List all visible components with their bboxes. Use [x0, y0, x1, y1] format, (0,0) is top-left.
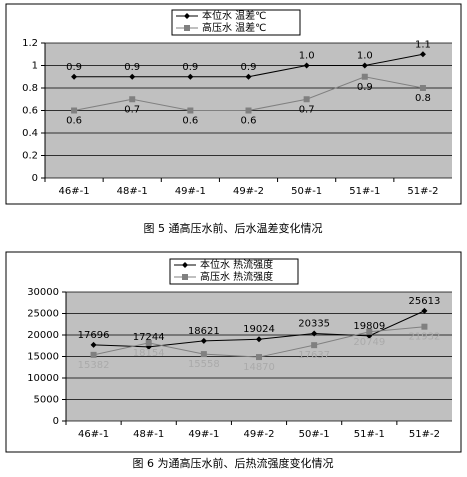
legend-marker — [184, 13, 190, 19]
data-point — [129, 96, 136, 103]
data-point — [90, 351, 97, 358]
data-point — [311, 330, 318, 337]
x-tick-label: 49#-2 — [233, 186, 264, 197]
legend-label: 本位水 温差℃ — [202, 9, 266, 22]
data-point — [311, 342, 318, 349]
x-tick-label: 48#-1 — [133, 429, 164, 440]
data-label: 18154 — [133, 348, 165, 359]
data-point — [366, 328, 373, 335]
y-tick-label: 5000 — [34, 395, 59, 406]
data-label: 0.9 — [182, 62, 198, 73]
data-label: 1.1 — [415, 39, 431, 50]
data-point — [421, 323, 428, 330]
x-tick-label: 51#-1 — [354, 429, 385, 440]
data-point — [200, 351, 207, 358]
data-point — [419, 51, 426, 58]
y-tick-label: 15000 — [27, 352, 59, 363]
data-point — [71, 107, 78, 114]
data-point — [303, 96, 310, 103]
data-point — [90, 341, 97, 348]
data-label: 0.9 — [357, 82, 373, 93]
data-point — [200, 337, 207, 344]
x-tick-label: 46#-1 — [59, 186, 90, 197]
data-label: 0.6 — [182, 116, 198, 127]
x-tick-label: 49#-1 — [175, 186, 206, 197]
data-label: 14870 — [243, 362, 275, 373]
y-tick-label: 0.6 — [22, 106, 38, 117]
data-label: 1.0 — [357, 51, 373, 62]
data-point — [245, 107, 252, 114]
data-point — [361, 62, 368, 69]
legend-label: 高压水 热流强度 — [200, 270, 273, 283]
data-label: 20335 — [298, 319, 330, 330]
data-label: 18621 — [188, 326, 220, 337]
caption: 图 5 通高压水前、后水温差变化情况 — [144, 221, 323, 235]
data-point — [256, 354, 262, 361]
data-label: 17637 — [298, 350, 330, 361]
data-label: 17696 — [78, 330, 110, 341]
caption: 图 6 为通高压水前、后热流强度变化情况 — [133, 456, 334, 470]
y-tick-label: 10000 — [27, 373, 59, 384]
legend-marker — [182, 262, 188, 268]
data-label: 0.6 — [241, 116, 257, 127]
data-label: 17244 — [133, 332, 165, 343]
data-point — [187, 73, 194, 80]
y-tick-label: 25000 — [27, 309, 59, 320]
x-tick-label: 50#-1 — [299, 429, 330, 440]
x-tick-label: 51#-1 — [349, 186, 380, 197]
x-tick-label: 49#-2 — [243, 429, 274, 440]
y-tick-label: 20000 — [27, 330, 59, 341]
data-label: 19024 — [243, 324, 275, 335]
data-label: 15558 — [188, 359, 220, 370]
data-label: 19809 — [353, 321, 385, 332]
data-label: 25613 — [409, 296, 441, 307]
x-tick-label: 51#-2 — [409, 429, 440, 440]
data-point — [187, 107, 194, 114]
x-tick-label: 46#-1 — [78, 429, 109, 440]
y-tick-label: 0.4 — [22, 128, 38, 139]
data-point — [361, 73, 368, 80]
data-label: 0.9 — [241, 62, 257, 73]
y-tick-label: 30000 — [27, 287, 59, 298]
x-tick-label: 50#-1 — [291, 186, 322, 197]
legend-marker — [184, 25, 190, 31]
data-label: 0.7 — [299, 104, 315, 115]
legend-marker — [182, 274, 188, 280]
legend-label: 本位水 热流强度 — [200, 258, 273, 271]
data-point — [145, 339, 152, 346]
legend-label: 高压水 温差℃ — [202, 21, 266, 34]
x-tick-label: 48#-1 — [117, 186, 148, 197]
y-tick-label: 1 — [32, 61, 38, 72]
y-tick-label: 0.8 — [22, 83, 38, 94]
data-label: 0.8 — [415, 93, 431, 104]
legend-box — [171, 9, 301, 36]
x-tick-label: 49#-1 — [188, 429, 219, 440]
data-point — [419, 85, 426, 91]
data-label: 15382 — [78, 360, 110, 371]
data-point — [129, 73, 136, 80]
data-point — [256, 336, 262, 343]
data-point — [71, 73, 78, 80]
x-tick-label: 51#-2 — [407, 186, 438, 197]
data-label: 1.0 — [299, 51, 315, 62]
data-point — [245, 73, 252, 80]
y-tick-label: 0.2 — [22, 151, 38, 162]
data-point — [421, 307, 428, 314]
data-label: 21932 — [409, 332, 441, 343]
y-tick-label: 0 — [53, 416, 59, 427]
legend-box — [169, 258, 299, 285]
data-label: 20749 — [353, 337, 385, 348]
data-label: 0.9 — [66, 62, 82, 73]
y-tick-label: 0 — [32, 173, 38, 184]
data-label: 0.9 — [124, 62, 140, 73]
data-label: 0.6 — [66, 116, 82, 127]
y-tick-label: 1.2 — [22, 38, 38, 49]
data-point — [303, 62, 310, 69]
data-label: 0.7 — [124, 104, 140, 115]
